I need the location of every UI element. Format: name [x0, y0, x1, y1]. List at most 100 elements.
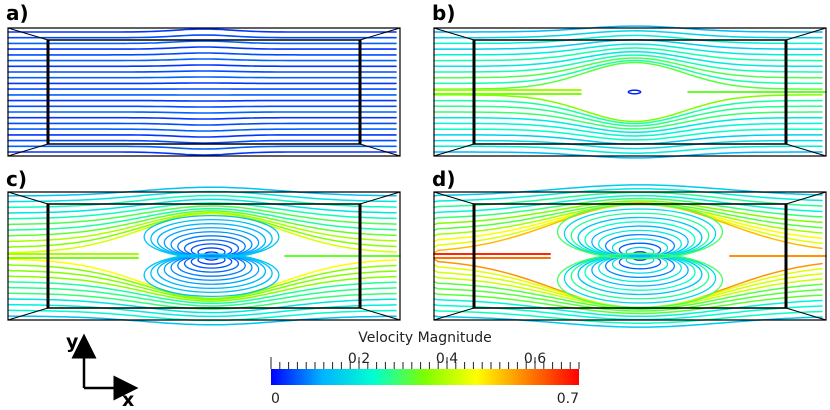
recirculation-loop	[570, 253, 710, 300]
streamline	[7, 207, 397, 232]
colorbar-tick-label-1: 0.4	[436, 351, 458, 367]
panel-c-label: c)	[6, 167, 27, 191]
streamline	[7, 315, 397, 326]
recirculation-loop	[584, 253, 696, 291]
x-axis-label: x	[122, 389, 134, 410]
streamline	[433, 258, 823, 310]
streamline	[7, 211, 397, 243]
streamline	[7, 145, 397, 150]
streamline	[433, 194, 823, 214]
streamline	[433, 122, 823, 137]
colorbar-title: Velocity Magnitude	[358, 330, 492, 346]
streamline	[433, 43, 823, 56]
streamline	[433, 128, 823, 141]
streamline	[433, 286, 823, 312]
panel-b	[433, 25, 827, 159]
streamline	[7, 134, 397, 138]
streamline	[433, 54, 823, 73]
colorbar-tick-label-0: 0.2	[348, 351, 370, 367]
streamline	[7, 40, 397, 45]
box-edge	[46, 204, 362, 308]
colorbar-min-label: 0	[271, 391, 280, 407]
streamline	[433, 57, 823, 79]
streamline	[7, 70, 397, 73]
streamlines-d	[433, 184, 827, 328]
box-edge	[472, 40, 788, 144]
colorbar-max-label: 0.7	[557, 391, 579, 407]
box-edge	[46, 40, 362, 144]
streamline	[433, 111, 823, 130]
box-edge	[433, 191, 827, 321]
recirculation-loop	[556, 252, 724, 308]
streamline	[7, 186, 397, 197]
streamline	[433, 99, 823, 125]
streamline	[7, 52, 397, 56]
streamline	[7, 46, 397, 50]
panel-b-label: b)	[432, 1, 455, 25]
streamline	[433, 50, 823, 68]
streamline	[7, 212, 397, 249]
streamline	[7, 202, 397, 220]
streamline	[433, 298, 823, 318]
streamline	[433, 188, 823, 203]
streamline	[433, 94, 823, 123]
streamline	[433, 151, 823, 159]
colorbar: Velocity Magnitude 0.2 0.4 0.6 0 0.7	[270, 330, 580, 407]
streamline	[433, 34, 823, 45]
box-frame-b	[433, 27, 827, 157]
recirculation-loop	[563, 252, 717, 304]
box-edge	[433, 27, 827, 157]
streamlines-a	[7, 28, 397, 156]
streamline	[7, 116, 397, 120]
streamline	[7, 286, 397, 307]
streamline	[433, 200, 823, 226]
streamline	[7, 58, 397, 62]
box-frame-c	[7, 191, 401, 321]
streamline	[7, 28, 397, 33]
panel-a	[7, 27, 401, 157]
streamline	[7, 64, 397, 68]
box-edge	[472, 204, 788, 308]
recirculation-loop	[143, 215, 280, 259]
recirculation-loop	[556, 204, 724, 260]
recirculation-loop	[584, 221, 696, 259]
streamlines-c	[7, 186, 401, 326]
panel-a-label: a)	[6, 1, 29, 25]
streamline	[7, 210, 397, 237]
panel-d	[433, 184, 827, 328]
streamlines-b	[433, 25, 827, 159]
box-frame-d	[433, 191, 827, 321]
streamline	[7, 128, 397, 132]
streamline	[7, 275, 397, 302]
streamline	[433, 139, 823, 150]
streamline	[433, 280, 823, 310]
streamline	[433, 47, 823, 62]
panel-d-label: d)	[432, 167, 455, 191]
streamline	[433, 184, 823, 197]
box-frame-a	[7, 27, 401, 157]
streamline	[433, 25, 823, 33]
streamline	[7, 269, 397, 301]
streamline	[433, 309, 823, 324]
streamline	[7, 194, 397, 209]
box-edge	[7, 191, 401, 321]
streamline	[7, 205, 397, 226]
streamline	[7, 298, 397, 314]
panel-c	[7, 186, 401, 326]
streamline	[433, 292, 823, 315]
streamline	[433, 197, 823, 220]
streamline	[7, 105, 397, 108]
streamline	[433, 315, 823, 328]
streamline	[433, 105, 823, 127]
streamline	[7, 280, 397, 305]
streamline	[7, 76, 397, 79]
recirculation-loop	[143, 253, 280, 297]
streamline	[7, 139, 397, 144]
streamline	[7, 122, 397, 126]
streamline	[7, 263, 397, 300]
streamline	[433, 116, 823, 134]
streamline	[7, 303, 397, 318]
box-edge	[7, 27, 401, 157]
streamline	[433, 30, 823, 39]
